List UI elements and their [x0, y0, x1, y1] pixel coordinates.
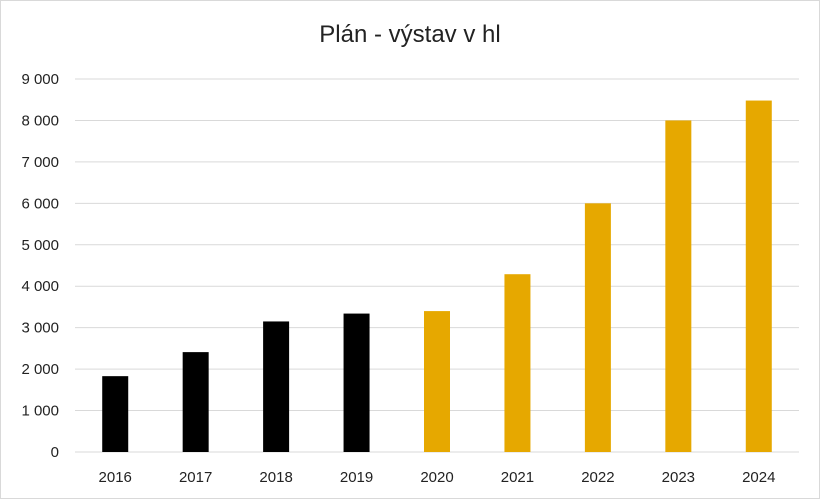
y-tick-label: 5 000 [21, 237, 59, 254]
x-tick-label: 2016 [99, 469, 132, 486]
x-axis-ticks: 2016 2017 2018 2019 2020 2021 2022 2023 2024 [99, 469, 776, 486]
x-tick-label: 2022 [581, 469, 614, 486]
bars [102, 100, 772, 452]
x-tick-label: 2020 [420, 469, 453, 486]
y-tick-label: 6 000 [21, 195, 59, 212]
x-tick-label: 2021 [501, 469, 534, 486]
x-tick-label: 2023 [662, 469, 695, 486]
y-tick-label: 4 000 [21, 278, 59, 295]
bar-2017 [182, 352, 209, 452]
bar-2023 [665, 120, 692, 452]
x-tick-label: 2018 [259, 469, 292, 486]
bar-2019 [343, 313, 370, 452]
x-tick-label: 2024 [742, 469, 775, 486]
bar-2022 [584, 203, 611, 452]
bar-2016 [102, 376, 129, 452]
bar-2018 [263, 321, 290, 452]
x-tick-label: 2019 [340, 469, 373, 486]
y-tick-label: 8 000 [21, 112, 59, 129]
x-tick-label: 2017 [179, 469, 212, 486]
y-tick-label: 3 000 [21, 320, 59, 337]
y-tick-label: 7 000 [21, 154, 59, 171]
chart-title: Plán - výstav v hl [319, 21, 501, 48]
bar-2020 [424, 311, 450, 452]
bar-2021 [504, 274, 531, 452]
y-axis-ticks: 0 1 000 2 000 3 000 4 000 5 000 6 000 7 000 8 00… [21, 71, 59, 461]
y-tick-label: 0 [51, 444, 59, 461]
y-tick-label: 9 000 [21, 71, 59, 88]
y-tick-label: 1 000 [21, 403, 59, 420]
bar-2024 [745, 100, 772, 452]
y-tick-label: 2 000 [21, 361, 59, 378]
